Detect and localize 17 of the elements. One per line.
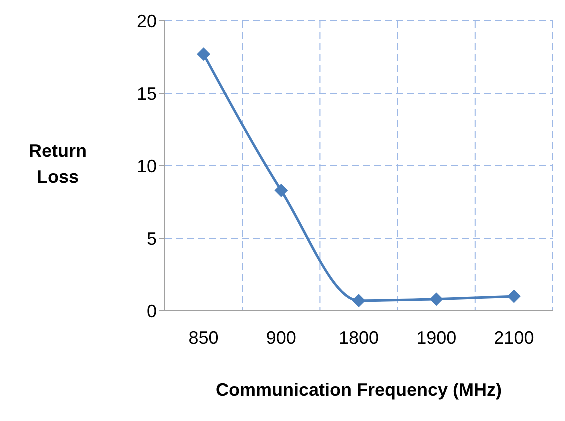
point <box>352 294 366 308</box>
y-tick-label: 15 <box>136 84 157 104</box>
x-axis-title: Communication Frequency (MHz) <box>216 380 502 400</box>
point <box>274 184 288 198</box>
y-tick-label: 20 <box>136 11 157 32</box>
point <box>197 48 210 61</box>
point <box>508 290 521 303</box>
x-tick-label: 850 <box>188 328 219 348</box>
y-tick-label: 5 <box>146 228 157 249</box>
x-tick-label: 1900 <box>416 328 457 348</box>
x-tick-label: 900 <box>266 328 296 348</box>
y-axis-title: Return Loss <box>28 140 88 189</box>
x-tick-label: 2100 <box>494 328 534 348</box>
y-tick-label: 0 <box>146 301 157 322</box>
y-tick-label: 10 <box>136 156 157 176</box>
point <box>430 292 444 306</box>
x-tick-label: 1800 <box>338 328 380 348</box>
